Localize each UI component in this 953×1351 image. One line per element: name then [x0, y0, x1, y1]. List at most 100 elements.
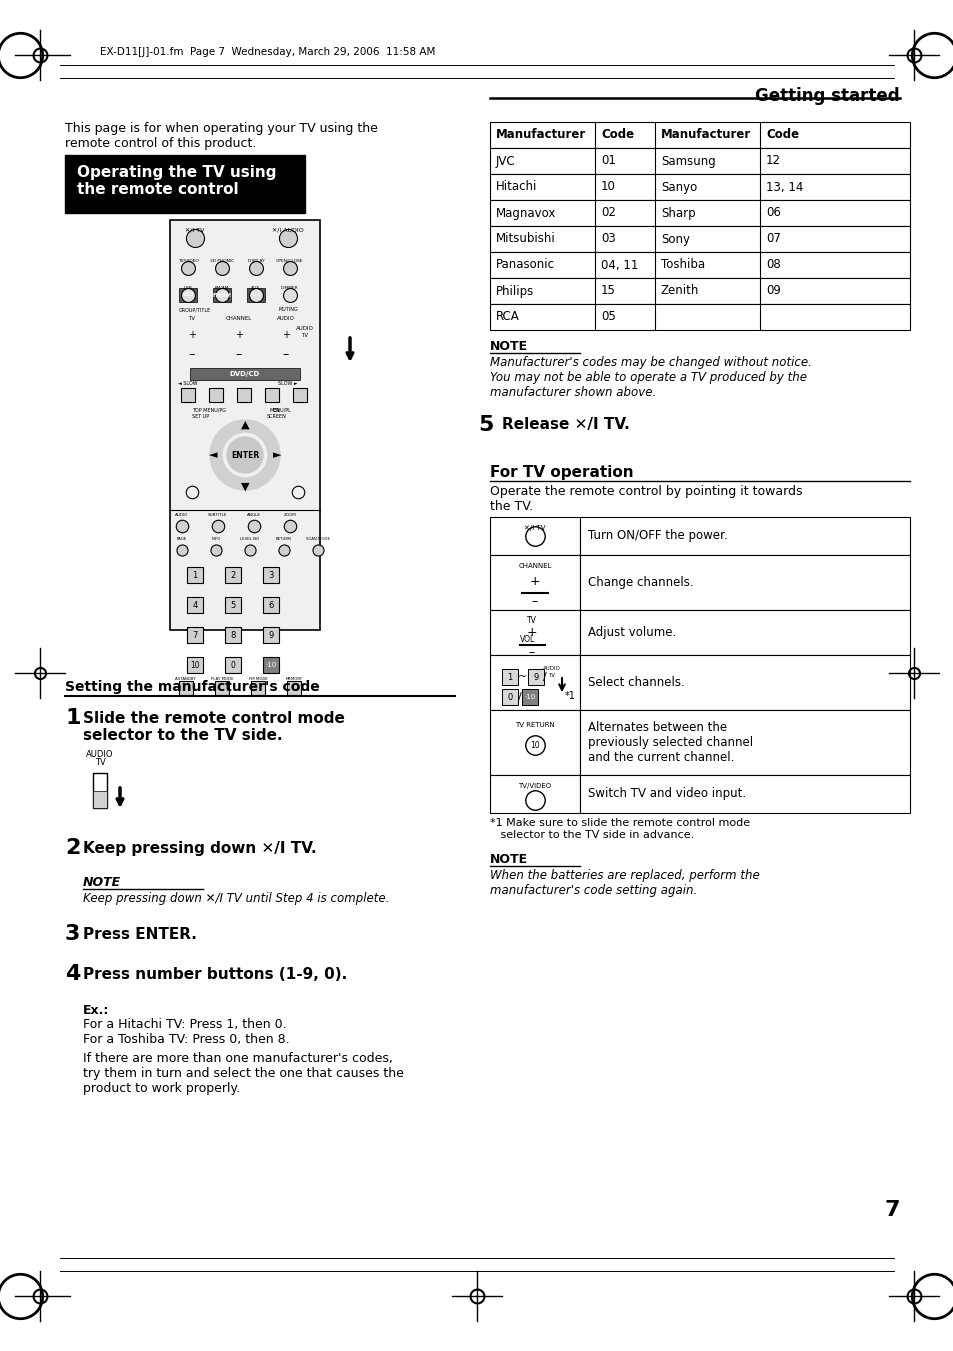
Text: 0: 0: [231, 661, 235, 670]
Bar: [92, 790, 107, 808]
Bar: [579, 517, 909, 555]
Text: Slide the remote control mode
selector to the TV side.: Slide the remote control mode selector t…: [83, 711, 345, 743]
Bar: [579, 555, 909, 611]
Text: Hitachi: Hitachi: [496, 181, 537, 193]
Text: –: –: [283, 349, 289, 361]
Text: AUDIO: AUDIO: [175, 513, 189, 517]
Bar: [490, 253, 909, 278]
Text: TV RETURN: TV RETURN: [515, 721, 555, 728]
Bar: [490, 775, 579, 813]
Text: Sharp: Sharp: [660, 207, 695, 219]
Text: RCA: RCA: [496, 311, 519, 323]
Text: 13, 14: 13, 14: [765, 181, 802, 193]
Text: MUTING: MUTING: [278, 307, 297, 312]
Text: Getting started: Getting started: [755, 86, 899, 105]
Bar: [170, 220, 319, 630]
Text: CHANNEL: CHANNEL: [517, 563, 551, 569]
Text: 9: 9: [533, 673, 538, 681]
Bar: [490, 149, 909, 174]
Text: TV: TV: [189, 316, 195, 322]
Bar: [490, 174, 909, 200]
Text: PAGE: PAGE: [176, 536, 187, 540]
Text: ▼: ▼: [240, 482, 249, 492]
Text: 06: 06: [765, 207, 781, 219]
Bar: [65, 155, 305, 213]
Text: Press ENTER.: Press ENTER.: [83, 927, 196, 942]
Text: Change channels.: Change channels.: [587, 576, 693, 589]
Text: 3D PHONIC: 3D PHONIC: [210, 259, 233, 263]
Text: JVC: JVC: [496, 154, 515, 168]
Text: ON
SCREEN: ON SCREEN: [267, 408, 287, 419]
Text: Philips: Philips: [496, 285, 534, 297]
Text: Select channels.: Select channels.: [587, 676, 684, 689]
Text: Zenith: Zenith: [660, 285, 699, 297]
Text: When the batteries are replaced, perform the
manufacturer's code setting again.: When the batteries are replaced, perform…: [490, 869, 759, 897]
Text: ✕/I AUDIO: ✕/I AUDIO: [272, 228, 304, 232]
Text: ~: ~: [517, 671, 527, 682]
Text: 6: 6: [268, 600, 274, 609]
Text: *1 Make sure to slide the remote control mode
   selector to the TV side in adva: *1 Make sure to slide the remote control…: [490, 817, 749, 839]
Text: Code: Code: [600, 128, 634, 142]
Bar: [579, 775, 909, 813]
Bar: [213, 288, 231, 303]
Text: AUDIO: AUDIO: [276, 316, 294, 322]
Bar: [179, 288, 196, 303]
Text: ▲: ▲: [240, 420, 249, 430]
Text: 1: 1: [193, 570, 197, 580]
Text: 08: 08: [765, 258, 780, 272]
Text: ENTER: ENTER: [231, 450, 259, 459]
Bar: [490, 200, 909, 226]
Text: ANGLE: ANGLE: [247, 513, 261, 517]
Text: EX-D11[J]-01.fm  Page 7  Wednesday, March 29, 2006  11:58 AM: EX-D11[J]-01.fm Page 7 Wednesday, March …: [100, 47, 435, 57]
Text: Keep pressing down ✕/I TV.: Keep pressing down ✕/I TV.: [83, 842, 316, 857]
Text: Alternates between the
previously selected channel
and the current channel.: Alternates between the previously select…: [587, 721, 752, 765]
Text: Manufacturer's codes may be changed without notice.
You may not be able to opera: Manufacturer's codes may be changed with…: [490, 357, 811, 399]
Bar: [490, 555, 579, 611]
Text: Release ✕/I TV.: Release ✕/I TV.: [501, 417, 629, 432]
Text: DIMMER: DIMMER: [281, 286, 298, 290]
Text: MENU/PL: MENU/PL: [270, 408, 292, 413]
Text: –: –: [528, 646, 535, 659]
Bar: [490, 226, 909, 253]
Text: CHANNEL: CHANNEL: [226, 316, 252, 322]
Text: 0: 0: [507, 693, 512, 701]
Text: 02: 02: [600, 207, 616, 219]
Text: ·10: ·10: [265, 662, 276, 667]
Text: Manufacturer: Manufacturer: [660, 128, 750, 142]
Text: SET UP: SET UP: [192, 413, 209, 419]
Text: 2: 2: [230, 570, 235, 580]
Text: Operating the TV using
the remote control: Operating the TV using the remote contro…: [77, 165, 276, 197]
Text: 7: 7: [883, 1200, 899, 1220]
Text: –: –: [532, 594, 537, 608]
Bar: [490, 122, 909, 149]
Text: Code: Code: [765, 128, 799, 142]
Text: Sanyo: Sanyo: [660, 181, 697, 193]
Text: +: +: [529, 576, 539, 588]
Bar: [579, 655, 909, 711]
Bar: [92, 773, 107, 808]
Bar: [490, 304, 909, 330]
Text: ·10: ·10: [524, 694, 535, 700]
Text: DISPLAY: DISPLAY: [247, 259, 265, 263]
Bar: [579, 611, 909, 655]
Text: AUDIO: AUDIO: [86, 750, 113, 759]
Text: 01: 01: [600, 154, 616, 168]
Text: SCAN MODE: SCAN MODE: [306, 536, 330, 540]
Text: TV/VIDEO: TV/VIDEO: [517, 784, 551, 789]
Text: Panasonic: Panasonic: [496, 258, 555, 272]
Text: DVD/CD: DVD/CD: [230, 372, 260, 377]
Text: VOL: VOL: [519, 635, 535, 644]
Text: LEVEL NO: LEVEL NO: [240, 536, 259, 540]
Bar: [490, 611, 579, 655]
Text: 03: 03: [600, 232, 615, 246]
Text: FM/AM: FM/AM: [213, 293, 232, 297]
Text: SLOW ►: SLOW ►: [278, 381, 297, 386]
Text: ✕/I TV: ✕/I TV: [185, 228, 205, 232]
Text: Adjust volume.: Adjust volume.: [587, 626, 676, 639]
Text: Keep pressing down ✕/I TV until Step 4 is complete.: Keep pressing down ✕/I TV until Step 4 i…: [83, 892, 389, 905]
Text: AUX: AUX: [250, 293, 261, 297]
Text: USB: USB: [183, 286, 193, 290]
Text: This page is for when operating your TV using the
remote control of this product: This page is for when operating your TV …: [65, 122, 377, 150]
Text: Manufacturer: Manufacturer: [496, 128, 586, 142]
Text: 5: 5: [230, 600, 235, 609]
